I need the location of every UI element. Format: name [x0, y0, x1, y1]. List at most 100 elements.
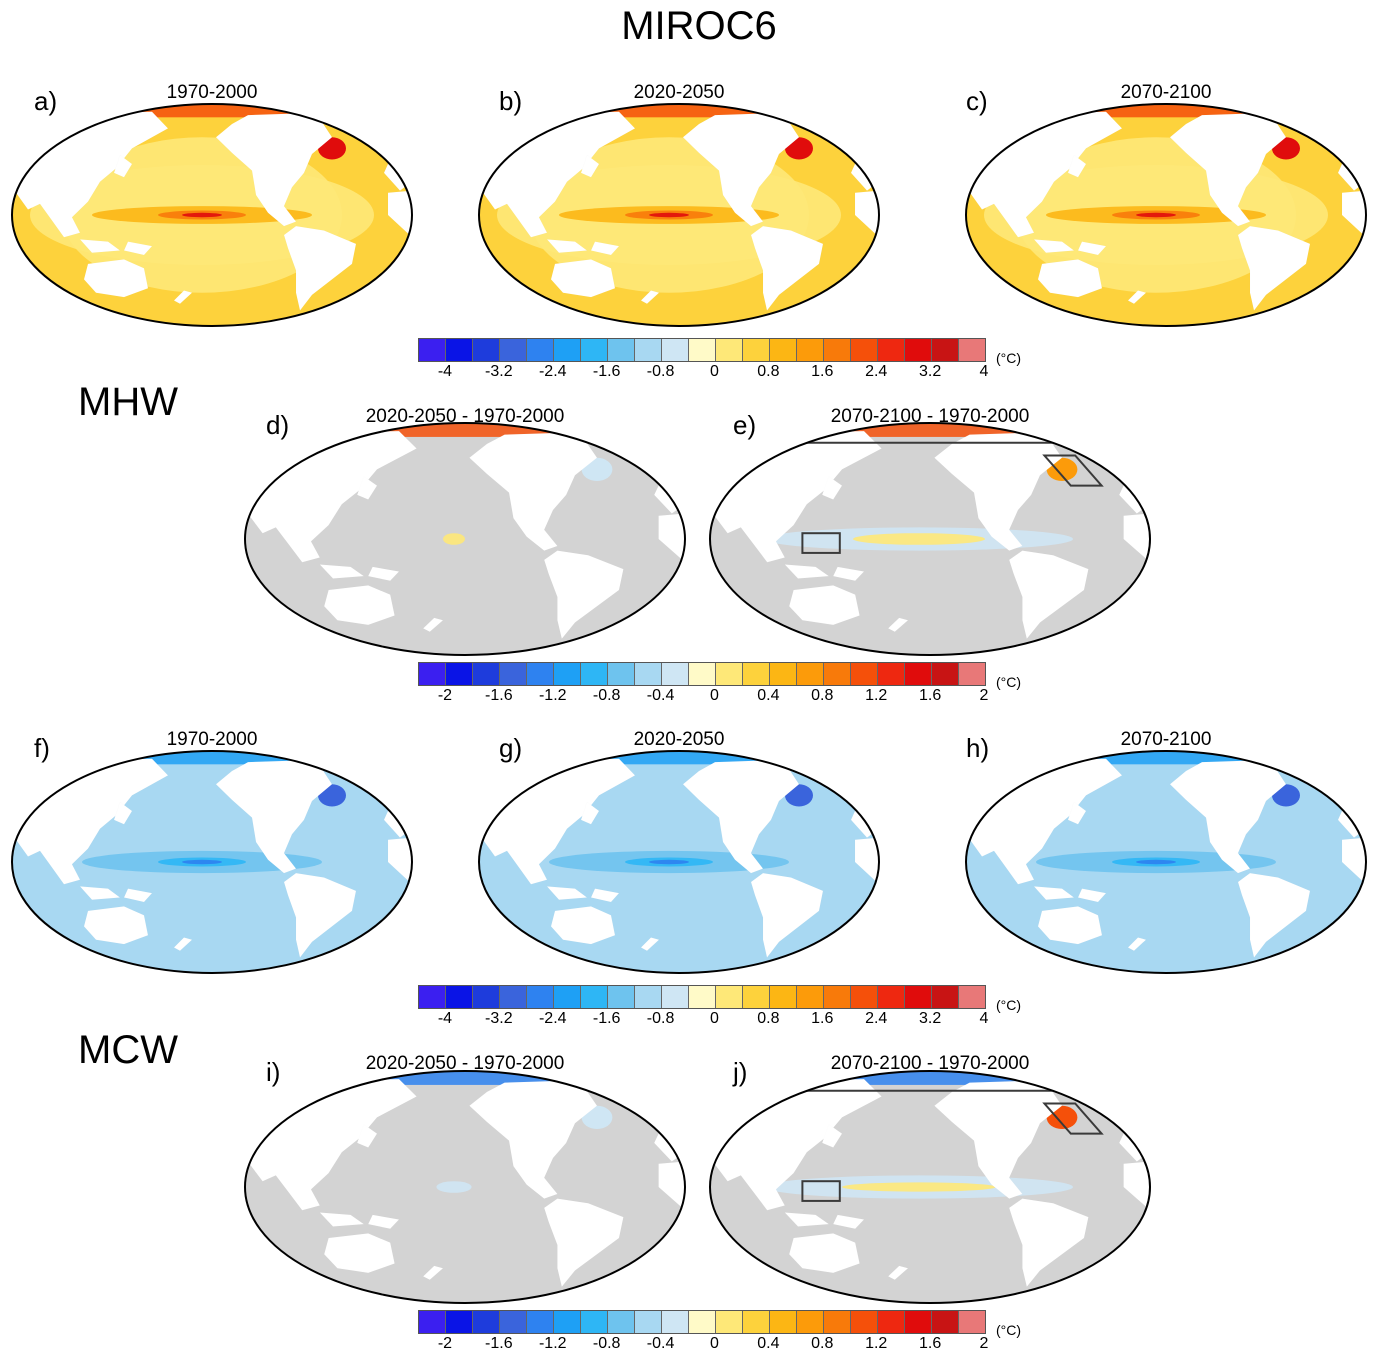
colorbar-swatch: [743, 1311, 770, 1333]
map-border: [709, 1070, 1151, 1304]
colorbar-tick-label: -1.6: [592, 1010, 621, 1027]
land-indo: [80, 239, 152, 255]
land-greenland: [610, 1073, 654, 1103]
land-samerica: [1009, 551, 1088, 639]
land-japan: [581, 802, 599, 824]
land-samerica: [751, 226, 823, 310]
colorbar-swatch: [770, 339, 797, 361]
colorbar-tick-label: 0.4: [757, 1335, 780, 1352]
land-japan: [114, 802, 132, 824]
colorbar-swatch: [473, 1311, 500, 1333]
colorbar-swatch: [932, 1311, 959, 1333]
land-indo: [547, 886, 619, 902]
colorbar-swatch: [662, 339, 689, 361]
map-panel-i: [244, 1070, 686, 1304]
field-band: [842, 1182, 996, 1192]
colorbar-tick-label: 1.6: [811, 363, 834, 380]
land-greenland: [1298, 753, 1338, 782]
colorbar-swatch: [824, 339, 851, 361]
colorbar-swatch: [743, 663, 770, 685]
panel-title: 1970-2000: [166, 82, 258, 103]
land-greenland: [1075, 425, 1119, 455]
map-panel-e: [709, 422, 1151, 656]
land-namerica: [1170, 760, 1286, 873]
field-band: [182, 212, 222, 218]
field-band: [443, 533, 465, 545]
panel-letter: h): [966, 733, 990, 763]
land-samerica: [1238, 226, 1310, 310]
colorbar-swatch: [716, 986, 743, 1008]
colorbar-tick-label: -0.4: [646, 1335, 675, 1352]
arctic-band: [710, 423, 1150, 437]
map-border: [709, 422, 1151, 656]
arctic-band: [479, 751, 879, 765]
colorbar-swatch: [581, 986, 608, 1008]
panel-letter: d): [266, 410, 290, 440]
colorbar-swatch: [770, 663, 797, 685]
colorbar-tick-label: -0.8: [592, 1335, 621, 1352]
colorbar-swatch: [932, 986, 959, 1008]
colorbar-swatch: [959, 986, 985, 1008]
panel-letter: e): [733, 410, 757, 440]
colorbar-swatch: [878, 1311, 905, 1333]
colorbar-unit: (°C): [996, 1322, 1022, 1338]
arctic-band: [12, 751, 412, 765]
map-panel-j: [709, 1070, 1151, 1304]
colorbar-swatch: [743, 986, 770, 1008]
colorbar-swatch: [662, 1311, 689, 1333]
colorbar-swatch: [635, 986, 662, 1008]
land-japan: [822, 1124, 842, 1147]
map-panel-b: [478, 103, 880, 327]
colorbar-swatch: [419, 1311, 446, 1333]
colorbar-swatch: [851, 663, 878, 685]
land-indo: [785, 1213, 864, 1229]
colorbar-swatch: [932, 663, 959, 685]
field-band: [436, 1181, 472, 1193]
land-japan: [581, 155, 599, 177]
colorbar-swatch: [419, 986, 446, 1008]
colorbar-swatch: [959, 663, 985, 685]
colorbar-tick-label: 2.4: [865, 1010, 888, 1027]
field-band: [649, 859, 689, 865]
colorbar-tick-label: 0.4: [757, 687, 780, 704]
colorbar-swatch: [878, 663, 905, 685]
land-australia: [1038, 259, 1102, 297]
colorbar-tick-label: 0: [710, 363, 719, 380]
colorbar-tick-label: 2.4: [865, 363, 888, 380]
colorbar-tick-label: 0.8: [757, 1010, 780, 1027]
land-namerica: [216, 113, 332, 226]
colorbar-swatch: [770, 1311, 797, 1333]
land-greenland: [1298, 106, 1338, 135]
colorbar-swatch: [581, 1311, 608, 1333]
panel-letter: a): [34, 86, 58, 116]
colorbar-swatch: [662, 663, 689, 685]
map-border: [965, 750, 1367, 974]
colorbar-swatch: [797, 986, 824, 1008]
colorbar-swatch: [824, 986, 851, 1008]
map-panel-g: [478, 750, 880, 974]
land-indo: [1034, 239, 1106, 255]
land-greenland: [344, 753, 384, 782]
map-border: [478, 103, 880, 327]
land-indo: [80, 886, 152, 902]
map-panel-a: [11, 103, 413, 327]
colorbar-swatch: [797, 663, 824, 685]
colorbar-tick-label: -2.4: [538, 363, 567, 380]
colorbar-swatch: [446, 339, 473, 361]
colorbar-swatch: [932, 339, 959, 361]
land-samerica: [751, 873, 823, 957]
colorbar-tick-label: 3.2: [918, 363, 942, 380]
panel-title: 1970-2000: [166, 729, 258, 750]
main-title: MIROC6: [621, 4, 777, 48]
colorbar-swatch: [662, 986, 689, 1008]
land-nz: [888, 618, 908, 632]
colorbar-swatch: [851, 339, 878, 361]
colorbar-swatch: [608, 1311, 635, 1333]
colorbar-swatch: [851, 1311, 878, 1333]
colorbar-swatch: [797, 1311, 824, 1333]
colorbar-swatch: [554, 1311, 581, 1333]
colorbar-swatch: [797, 339, 824, 361]
land-nz: [423, 618, 443, 632]
colorbar-swatch: [689, 986, 716, 1008]
colorbar-unit: (°C): [996, 997, 1022, 1013]
